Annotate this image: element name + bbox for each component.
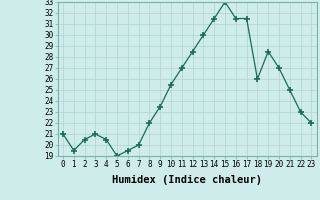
X-axis label: Humidex (Indice chaleur): Humidex (Indice chaleur) xyxy=(112,175,262,185)
